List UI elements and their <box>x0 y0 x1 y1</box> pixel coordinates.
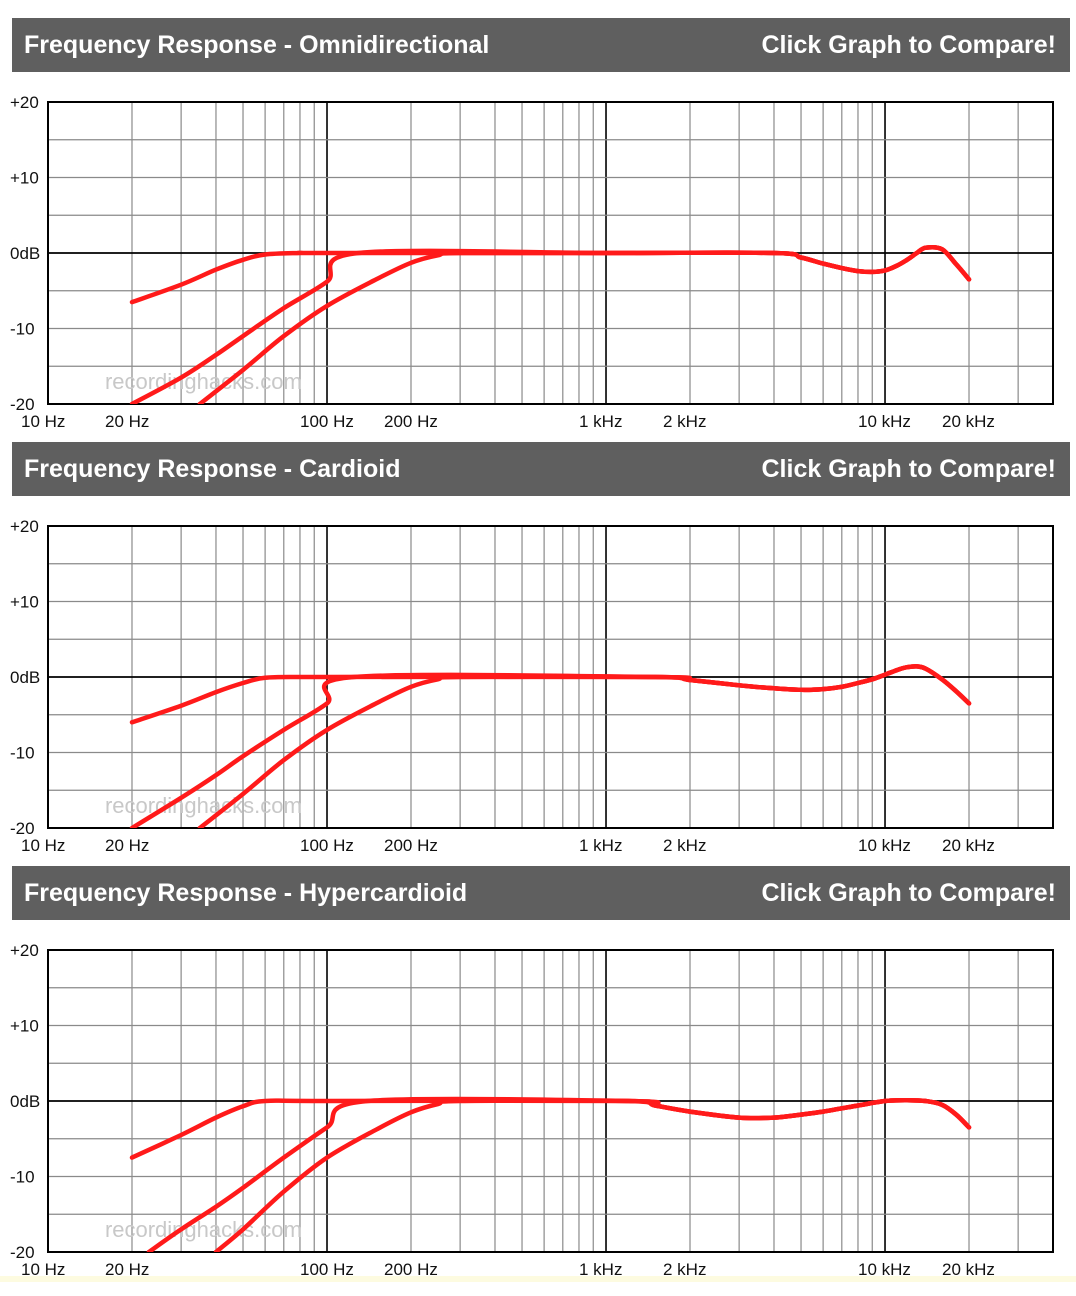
response-curve-3 <box>213 1097 972 1252</box>
x-tick-label: 20 Hz <box>105 412 149 431</box>
x-tick-label: 10 Hz <box>21 1260 65 1279</box>
panel-title: Frequency Response - Hypercardioid <box>24 879 468 907</box>
plot-frame <box>47 525 1054 829</box>
x-tick-label: 1 kHz <box>579 1260 622 1279</box>
y-tick-label: -10 <box>10 744 35 763</box>
x-tick-label: 10 kHz <box>858 412 911 431</box>
watermark: recordinghacks.com <box>105 793 302 818</box>
panel-header[interactable]: Frequency Response - Omnidirectional Cli… <box>12 18 1070 72</box>
y-tick-label: +10 <box>10 593 39 612</box>
y-tick-label: 0dB <box>10 1092 40 1111</box>
x-tick-label: 2 kHz <box>663 412 706 431</box>
y-tick-label: 0dB <box>10 668 40 687</box>
x-tick-label: 20 kHz <box>942 836 995 855</box>
x-tick-label: 2 kHz <box>663 836 706 855</box>
panel-title: Frequency Response - Cardioid <box>24 455 401 483</box>
y-tick-label: -10 <box>10 1168 35 1187</box>
x-tick-label: 100 Hz <box>300 412 354 431</box>
x-tick-label: 20 kHz <box>942 412 995 431</box>
panel-omnidirectional: Frequency Response - Omnidirectional Cli… <box>0 0 1076 431</box>
x-tick-label: 1 kHz <box>579 412 622 431</box>
panel-hypercardioid: Frequency Response - Hypercardioid Click… <box>0 848 1076 1279</box>
watermark: recordinghacks.com <box>105 1217 302 1242</box>
y-tick-label: -20 <box>10 819 35 838</box>
compare-link[interactable]: Click Graph to Compare! <box>761 879 1057 907</box>
watermark: recordinghacks.com <box>105 369 302 394</box>
x-tick-label: 2 kHz <box>663 1260 706 1279</box>
x-tick-label: 100 Hz <box>300 836 354 855</box>
x-tick-label: 10 Hz <box>21 836 65 855</box>
plot-frame <box>47 949 1054 1253</box>
response-curve-3 <box>197 244 972 404</box>
x-tick-label: 100 Hz <box>300 1260 354 1279</box>
x-tick-label: 20 kHz <box>942 1260 995 1279</box>
y-tick-label: +10 <box>10 1017 39 1036</box>
response-curve-3 <box>197 664 972 828</box>
y-tick-label: -20 <box>10 1243 35 1262</box>
x-tick-label: 1 kHz <box>579 836 622 855</box>
y-tick-label: +20 <box>10 93 39 112</box>
panel-header[interactable]: Frequency Response - Hypercardioid Click… <box>12 866 1070 920</box>
panel-title: Frequency Response - Omnidirectional <box>24 31 490 59</box>
x-tick-label: 200 Hz <box>384 412 438 431</box>
x-tick-label: 10 kHz <box>858 836 911 855</box>
y-tick-label: -20 <box>10 395 35 414</box>
footer-strip <box>0 1276 1076 1282</box>
panel-header[interactable]: Frequency Response - Cardioid Click Grap… <box>12 442 1070 496</box>
y-tick-label: -10 <box>10 320 35 339</box>
y-tick-label: +10 <box>10 169 39 188</box>
x-tick-label: 20 Hz <box>105 1260 149 1279</box>
compare-link[interactable]: Click Graph to Compare! <box>761 31 1057 59</box>
plot-frame <box>47 101 1054 405</box>
panel-cardioid: Frequency Response - Cardioid Click Grap… <box>0 424 1076 855</box>
x-tick-label: 10 kHz <box>858 1260 911 1279</box>
x-tick-label: 200 Hz <box>384 836 438 855</box>
x-tick-label: 10 Hz <box>21 412 65 431</box>
x-tick-label: 200 Hz <box>384 1260 438 1279</box>
y-tick-label: 0dB <box>10 244 40 263</box>
compare-link[interactable]: Click Graph to Compare! <box>761 455 1057 483</box>
x-tick-label: 20 Hz <box>105 836 149 855</box>
y-tick-label: +20 <box>10 941 39 960</box>
y-tick-label: +20 <box>10 517 39 536</box>
